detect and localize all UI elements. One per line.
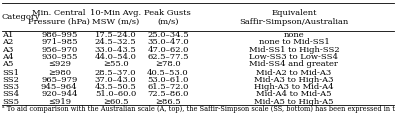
Text: 24.5–32.5: 24.5–32.5 bbox=[95, 38, 136, 46]
Text: 61.5–72.0: 61.5–72.0 bbox=[147, 83, 188, 91]
Text: Mid-A5 to High-A5: Mid-A5 to High-A5 bbox=[254, 98, 334, 106]
Text: High-A3 to Mid-A4: High-A3 to Mid-A4 bbox=[254, 83, 334, 91]
Text: 25.0–34.5: 25.0–34.5 bbox=[147, 31, 189, 39]
Text: 44.0–54.0: 44.0–54.0 bbox=[94, 53, 137, 61]
Text: Mid-A3 to High-A3: Mid-A3 to High-A3 bbox=[254, 76, 334, 84]
Text: 51.0–60.0: 51.0–60.0 bbox=[95, 91, 136, 98]
Text: Min. Central
Pressure (hPa): Min. Central Pressure (hPa) bbox=[28, 9, 90, 26]
Text: A4: A4 bbox=[2, 53, 13, 61]
Text: 43.5–50.5: 43.5–50.5 bbox=[95, 83, 136, 91]
Text: ≥980: ≥980 bbox=[48, 69, 71, 77]
Text: 72.5–86.0: 72.5–86.0 bbox=[147, 91, 188, 98]
Text: 37.0–43.0: 37.0–43.0 bbox=[95, 76, 136, 84]
Text: ≤929: ≤929 bbox=[48, 60, 71, 68]
Text: ᵃ To aid comparison with the Australian scale (A, top), the Saffir-Simpson scale: ᵃ To aid comparison with the Australian … bbox=[2, 105, 395, 113]
Text: 62.5–77.5: 62.5–77.5 bbox=[147, 53, 189, 61]
Text: Category: Category bbox=[2, 13, 41, 21]
Text: 971–985: 971–985 bbox=[41, 38, 77, 46]
Text: SS5: SS5 bbox=[2, 98, 19, 106]
Text: 956–970: 956–970 bbox=[41, 46, 77, 54]
Text: 986–995: 986–995 bbox=[41, 31, 77, 39]
Text: A1: A1 bbox=[2, 31, 13, 39]
Text: ≥86.5: ≥86.5 bbox=[155, 98, 181, 106]
Text: 47.0–62.0: 47.0–62.0 bbox=[147, 46, 188, 54]
Text: 920–944: 920–944 bbox=[41, 91, 77, 98]
Text: 930–955: 930–955 bbox=[41, 53, 77, 61]
Text: 53.0–61.0: 53.0–61.0 bbox=[147, 76, 188, 84]
Text: Mid-SS4 and greater: Mid-SS4 and greater bbox=[250, 60, 338, 68]
Text: 33.0–43.5: 33.0–43.5 bbox=[95, 46, 136, 54]
Text: ≥55.0: ≥55.0 bbox=[103, 60, 128, 68]
Text: 17.5–24.0: 17.5–24.0 bbox=[95, 31, 136, 39]
Text: Mid-A4 to Mid-A5: Mid-A4 to Mid-A5 bbox=[256, 91, 332, 98]
Text: A2: A2 bbox=[2, 38, 13, 46]
Text: Low-SS3 to Low-SS4: Low-SS3 to Low-SS4 bbox=[249, 53, 339, 61]
Text: 35.0–47.0: 35.0–47.0 bbox=[147, 38, 189, 46]
Text: 965–979: 965–979 bbox=[41, 76, 77, 84]
Text: 10-Min Avg.
MSW (m/s): 10-Min Avg. MSW (m/s) bbox=[90, 9, 141, 26]
Text: A3: A3 bbox=[2, 46, 13, 54]
Text: 945–964: 945–964 bbox=[41, 83, 77, 91]
Text: none: none bbox=[284, 31, 304, 39]
Text: SS1: SS1 bbox=[2, 69, 19, 77]
Text: Mid-SS1 to High-SS2: Mid-SS1 to High-SS2 bbox=[248, 46, 339, 54]
Text: ≥78.0: ≥78.0 bbox=[155, 60, 181, 68]
Text: ≥60.5: ≥60.5 bbox=[103, 98, 128, 106]
Text: Equivalent
Saffir-Simpson/Australian: Equivalent Saffir-Simpson/Australian bbox=[239, 9, 348, 26]
Text: A5: A5 bbox=[2, 60, 13, 68]
Text: SS4: SS4 bbox=[2, 91, 19, 98]
Text: SS3: SS3 bbox=[2, 83, 19, 91]
Text: 28.5–37.0: 28.5–37.0 bbox=[95, 69, 136, 77]
Text: none to Mid-SS1: none to Mid-SS1 bbox=[258, 38, 329, 46]
Text: Peak Gusts
(m/s): Peak Gusts (m/s) bbox=[145, 9, 191, 26]
Text: ≤919: ≤919 bbox=[48, 98, 71, 106]
Text: SS2: SS2 bbox=[2, 76, 19, 84]
Text: Mid-A2 to Mid-A3: Mid-A2 to Mid-A3 bbox=[256, 69, 331, 77]
Text: 40.5–53.0: 40.5–53.0 bbox=[147, 69, 189, 77]
